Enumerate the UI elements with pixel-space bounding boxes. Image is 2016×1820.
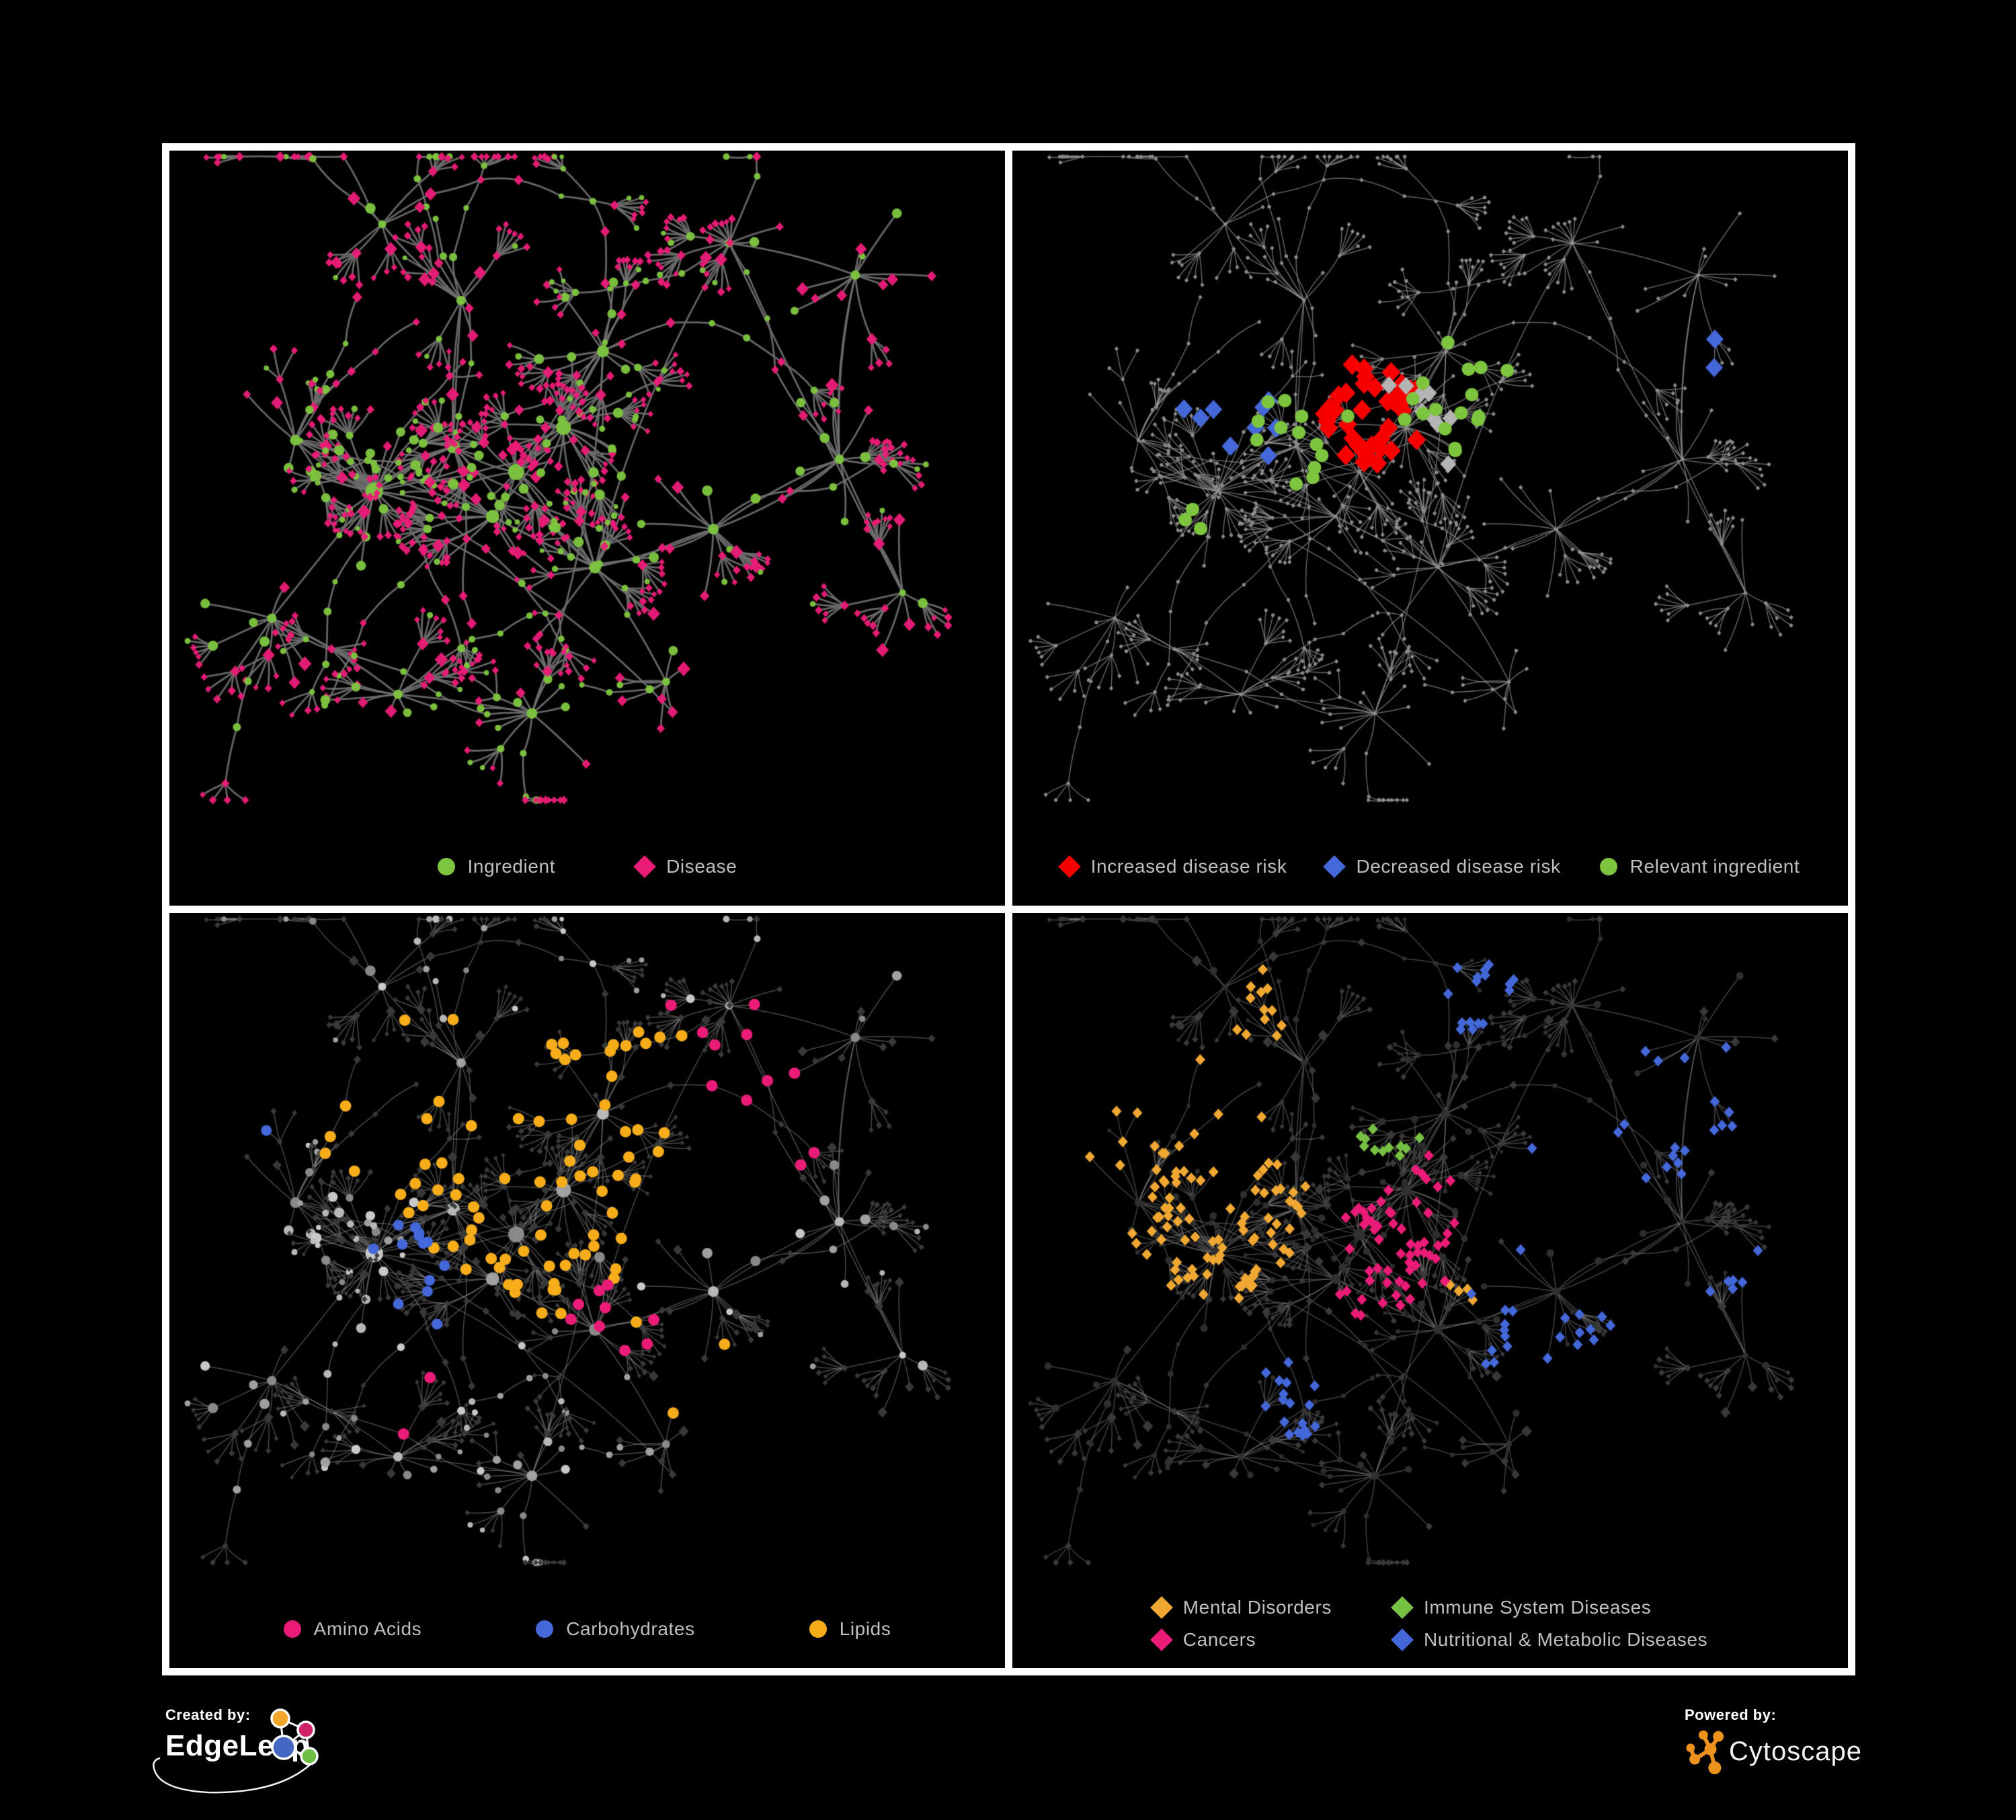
legend-label: Ingredient — [467, 856, 556, 877]
legend-item-disease: Disease — [633, 855, 737, 878]
disease-risk-network-graph — [1012, 151, 1848, 906]
legend-disease-categories: Mental Disorders Immune System Diseases … — [1012, 1596, 1848, 1651]
created-by-label: Created by: — [165, 1706, 251, 1723]
cytoscape-wordmark: Cytoscape — [1729, 1736, 1862, 1766]
panel-disease-risk: Increased disease risk Decreased disease… — [1012, 151, 1848, 906]
legend-label: Relevant ingredient — [1629, 856, 1800, 877]
lipids-circle-marker — [809, 1620, 827, 1638]
legend-item-ingredient: Ingredient — [437, 856, 556, 877]
legend-item-relevant-ingredient: Relevant ingredient — [1599, 856, 1800, 877]
disease-diamond-marker — [633, 855, 657, 878]
edgeleap-wordmark: EdgeLeap — [165, 1729, 310, 1762]
panel-ingredient-disease: Ingredient Disease — [169, 151, 1005, 906]
created-by-block: Created by: EdgeLeap — [165, 1706, 309, 1763]
legend-ingredient-disease: Ingredient Disease — [169, 855, 1005, 878]
mental-disorders-diamond-marker — [1150, 1596, 1173, 1619]
legend-item-increased-risk: Increased disease risk — [1057, 855, 1287, 878]
network-panels-grid: Ingredient Disease Increased disease ris… — [162, 143, 1855, 1675]
carbohydrates-circle-marker — [536, 1620, 554, 1638]
amino-acids-circle-marker — [283, 1620, 301, 1638]
legend-label: Lipids — [839, 1618, 891, 1639]
legend-item-decreased-risk: Decreased disease risk — [1323, 855, 1561, 878]
disease-categories-network-graph — [1012, 913, 1848, 1668]
legend-item-lipids: Lipids — [809, 1618, 891, 1640]
legend-label: Amino Acids — [313, 1618, 422, 1639]
nutritional-metabolic-diamond-marker — [1391, 1628, 1414, 1651]
legend-item-nutritional-metabolic-diseases: Nutritional & Metabolic Diseases — [1391, 1628, 1708, 1651]
legend-item-cancers: Cancers — [1150, 1628, 1332, 1651]
legend-item-carbohydrates: Carbohydrates — [536, 1618, 694, 1640]
immune-system-diamond-marker — [1391, 1596, 1414, 1619]
legend-item-mental-disorders: Mental Disorders — [1150, 1596, 1332, 1619]
legend-label: Immune System Diseases — [1423, 1597, 1652, 1618]
legend-item-immune-system-diseases: Immune System Diseases — [1391, 1596, 1707, 1619]
legend-disease-risk: Increased disease risk Decreased disease… — [1012, 855, 1848, 878]
ingredient-circle-marker — [437, 858, 455, 875]
decreased-risk-diamond-marker — [1323, 855, 1346, 878]
macronutrient-network-graph — [169, 913, 1005, 1668]
legend-label: Decreased disease risk — [1356, 856, 1561, 877]
legend-label: Carbohydrates — [566, 1618, 695, 1639]
powered-by-label: Powered by: — [1685, 1706, 1777, 1723]
ingredient-disease-network-graph — [169, 151, 1005, 906]
legend-label: Mental Disorders — [1182, 1597, 1332, 1618]
panel-disease-categories: Mental Disorders Immune System Diseases … — [1012, 913, 1848, 1668]
powered-by-block: Powered by: Cytosc — [1685, 1706, 1862, 1775]
legend-label: Increased disease risk — [1090, 856, 1287, 877]
increased-risk-diamond-marker — [1057, 855, 1081, 878]
legend-label: Nutritional & Metabolic Diseases — [1423, 1629, 1708, 1650]
legend-macronutrients: Amino Acids Carbohydrates Lipids — [169, 1618, 1005, 1640]
legend-item-amino-acids: Amino Acids — [283, 1618, 422, 1640]
cytoscape-logo-icon — [1686, 1730, 1724, 1774]
legend-label: Disease — [666, 856, 737, 877]
panel-macronutrients: Amino Acids Carbohydrates Lipids — [169, 913, 1005, 1668]
relevant-ingredient-circle-marker — [1599, 858, 1617, 875]
legend-label: Cancers — [1182, 1629, 1256, 1650]
cancers-diamond-marker — [1150, 1628, 1173, 1651]
